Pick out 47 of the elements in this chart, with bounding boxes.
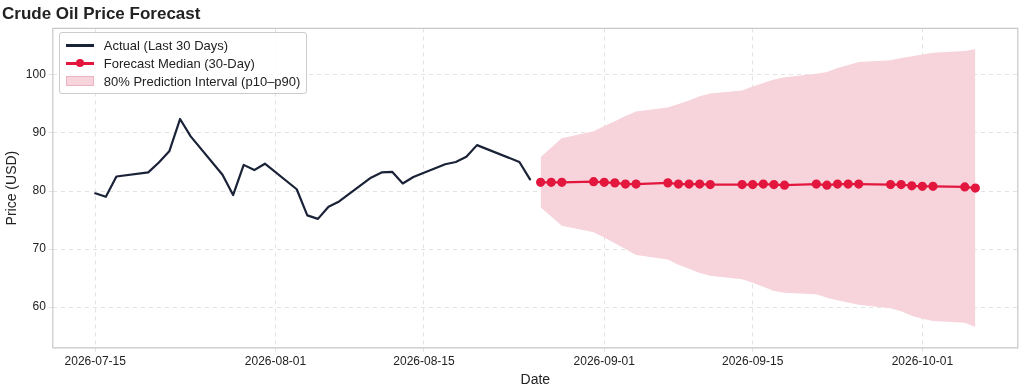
point xyxy=(695,179,705,189)
point xyxy=(907,181,917,191)
point xyxy=(673,179,684,189)
point xyxy=(896,180,906,190)
point xyxy=(620,179,631,189)
x-tick-label: 2026-07-15 xyxy=(64,354,127,369)
point xyxy=(663,178,673,188)
point xyxy=(589,177,599,187)
point xyxy=(610,178,620,188)
point xyxy=(631,179,641,189)
point xyxy=(536,177,546,187)
point xyxy=(557,177,567,187)
point xyxy=(684,179,694,189)
point xyxy=(769,180,779,190)
point xyxy=(854,179,864,189)
y-tick-label: 100 xyxy=(25,67,47,82)
point xyxy=(822,180,832,190)
x-tick-label: 2026-09-01 xyxy=(573,354,636,369)
legend-label: Forecast Median (30-Day) xyxy=(103,55,255,71)
x-axis-title: Date xyxy=(520,371,551,388)
x-tick-label: 2026-08-01 xyxy=(244,354,307,369)
y-tick-label: 90 xyxy=(32,125,47,140)
y-tick-label: 60 xyxy=(32,299,47,314)
point xyxy=(705,180,715,190)
point xyxy=(599,177,609,187)
y-tick-label: 70 xyxy=(32,241,47,256)
point xyxy=(832,179,843,189)
legend-label: Actual (Last 30 Days) xyxy=(103,37,229,53)
point xyxy=(885,180,896,190)
y-tick-label: 80 xyxy=(32,183,47,198)
point xyxy=(748,180,758,190)
x-tick-label: 2026-10-01 xyxy=(891,354,954,369)
x-tick-label: 2026-08-15 xyxy=(393,354,455,369)
point xyxy=(737,180,747,190)
legend-label: 80% Prediction Interval (p10–p90) xyxy=(103,73,301,89)
point xyxy=(928,181,938,191)
y-axis-title: Price (USD) xyxy=(3,150,20,226)
point xyxy=(970,183,980,193)
point xyxy=(960,182,970,192)
point xyxy=(917,181,927,191)
point xyxy=(779,180,790,190)
x-tick-label: 2026-09-15 xyxy=(722,354,784,369)
point xyxy=(843,179,853,189)
point xyxy=(758,179,768,189)
point xyxy=(546,177,556,187)
chart-title: Crude Oil Price Forecast xyxy=(2,3,201,23)
point xyxy=(811,179,821,189)
